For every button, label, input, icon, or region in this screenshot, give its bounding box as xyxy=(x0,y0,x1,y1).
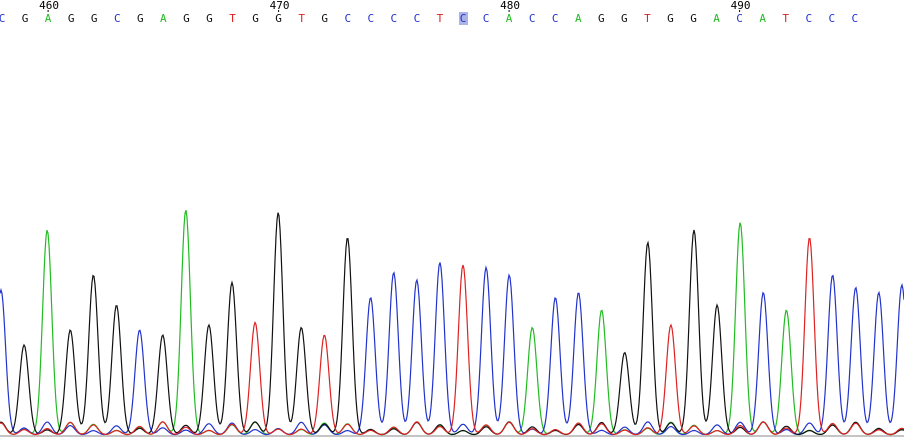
base-call[interactable]: C xyxy=(114,12,121,25)
position-label: 480 xyxy=(500,0,520,12)
base-call[interactable]: G xyxy=(206,12,213,25)
base-call[interactable]: G xyxy=(183,12,190,25)
base-call[interactable]: A xyxy=(160,12,167,25)
base-call[interactable]: T xyxy=(644,12,651,25)
base-call[interactable]: T xyxy=(437,12,444,25)
base-call[interactable]: G xyxy=(598,12,605,25)
base-call[interactable]: G xyxy=(68,12,75,25)
base-call[interactable]: C xyxy=(460,12,467,25)
base-call[interactable]: C xyxy=(805,12,812,25)
base-call[interactable]: A xyxy=(575,12,582,25)
base-call[interactable]: C xyxy=(414,12,421,25)
base-call[interactable]: C xyxy=(736,12,743,25)
base-call[interactable]: C xyxy=(0,12,5,25)
base-call[interactable]: C xyxy=(483,12,490,25)
trace-a xyxy=(0,210,904,436)
base-call[interactable]: G xyxy=(91,12,98,25)
base-call[interactable]: A xyxy=(45,12,52,25)
base-call[interactable]: C xyxy=(552,12,559,25)
position-label: 460 xyxy=(39,0,59,12)
base-call[interactable]: G xyxy=(252,12,259,25)
base-call[interactable]: T xyxy=(298,12,305,25)
base-call[interactable]: G xyxy=(22,12,29,25)
base-call[interactable]: G xyxy=(275,12,282,25)
selected-base-highlight xyxy=(459,12,468,25)
trace-c xyxy=(0,262,904,436)
base-call[interactable]: G xyxy=(690,12,697,25)
base-call[interactable]: C xyxy=(852,12,859,25)
trace-g xyxy=(0,212,904,436)
base-call[interactable]: C xyxy=(529,12,536,25)
base-call[interactable]: T xyxy=(782,12,789,25)
base-call[interactable]: G xyxy=(321,12,328,25)
base-call[interactable]: G xyxy=(621,12,628,25)
base-call[interactable]: C xyxy=(391,12,398,25)
base-call[interactable]: A xyxy=(506,12,513,25)
position-label: 490 xyxy=(731,0,751,12)
base-call[interactable]: G xyxy=(137,12,144,25)
base-call[interactable]: C xyxy=(367,12,374,25)
base-call[interactable]: C xyxy=(344,12,351,25)
base-call[interactable]: A xyxy=(713,12,720,25)
base-call[interactable]: A xyxy=(759,12,766,25)
base-call[interactable]: C xyxy=(828,12,835,25)
base-call[interactable]: T xyxy=(229,12,236,25)
position-label: 470 xyxy=(270,0,290,12)
base-call[interactable]: G xyxy=(667,12,674,25)
trace-t xyxy=(0,238,904,436)
